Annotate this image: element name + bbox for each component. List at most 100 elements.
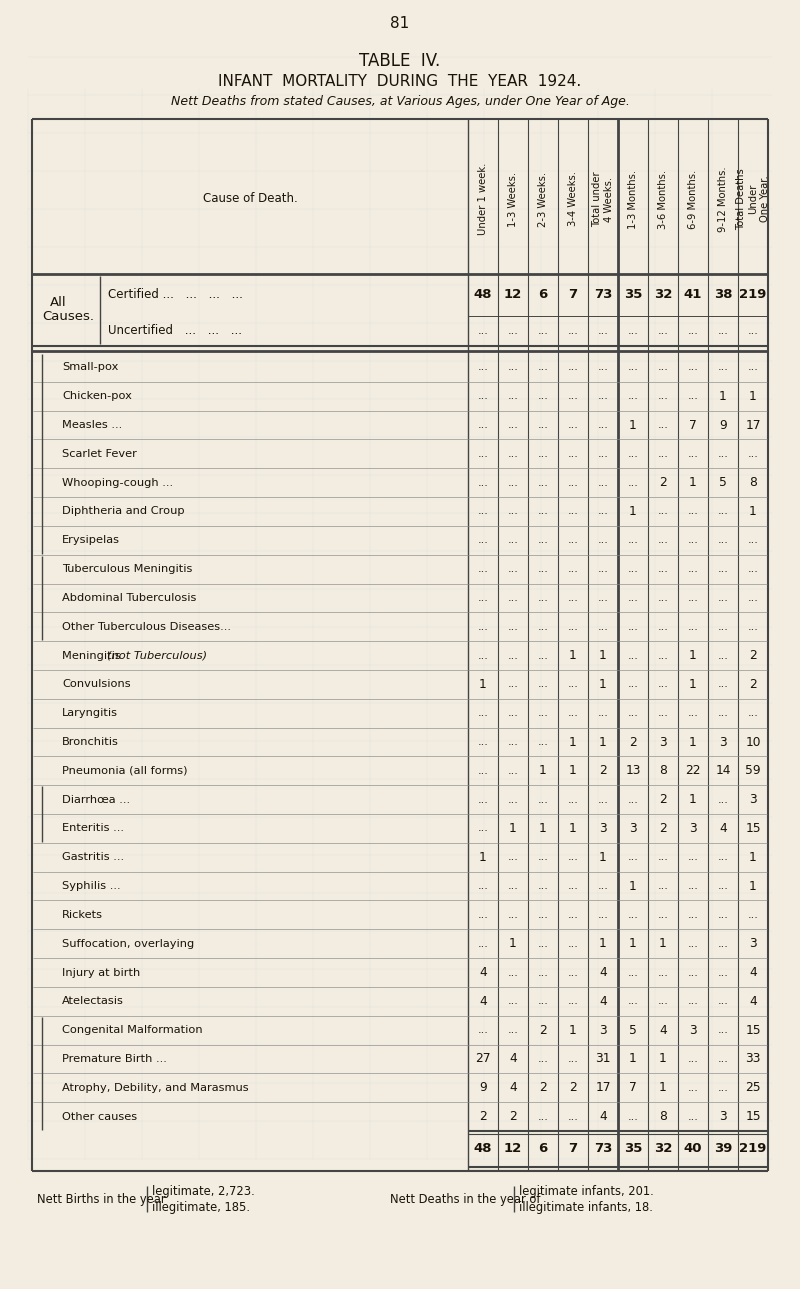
Text: ...: ... — [538, 794, 549, 804]
Text: ...: ... — [687, 362, 698, 373]
Text: 1-3 Weeks.: 1-3 Weeks. — [508, 171, 518, 227]
Text: ...: ... — [687, 621, 698, 632]
Text: ...: ... — [718, 679, 729, 690]
Text: ...: ... — [658, 968, 669, 977]
Text: 1: 1 — [659, 937, 667, 950]
Text: ...: ... — [478, 392, 489, 401]
Text: ...: ... — [658, 996, 669, 1007]
Text: 4: 4 — [659, 1023, 667, 1036]
Text: 15: 15 — [745, 1023, 761, 1036]
Text: 35: 35 — [624, 289, 642, 302]
Text: ...: ... — [687, 326, 698, 336]
Text: ...: ... — [718, 852, 729, 862]
Text: ...: ... — [538, 679, 549, 690]
Text: ...: ... — [538, 737, 549, 748]
Text: ...: ... — [627, 478, 638, 487]
Text: 17: 17 — [595, 1081, 610, 1094]
Text: ...: ... — [507, 708, 518, 718]
Text: 15: 15 — [745, 1110, 761, 1123]
Text: 1: 1 — [539, 764, 547, 777]
Text: 40: 40 — [684, 1142, 702, 1155]
Text: ...: ... — [507, 766, 518, 776]
Text: Nett Deaths from stated Causes, at Various Ages, under One Year of Age.: Nett Deaths from stated Causes, at Vario… — [170, 94, 630, 107]
Text: ...: ... — [507, 996, 518, 1007]
Text: 8: 8 — [659, 764, 667, 777]
Text: Chicken-pox: Chicken-pox — [62, 392, 132, 401]
Text: 1: 1 — [569, 764, 577, 777]
Text: 17: 17 — [746, 419, 761, 432]
Text: ...: ... — [627, 708, 638, 718]
Text: ...: ... — [658, 852, 669, 862]
Text: 41: 41 — [684, 289, 702, 302]
Text: illegitimate infants, 18.: illegitimate infants, 18. — [518, 1200, 653, 1213]
Text: ...: ... — [567, 449, 578, 459]
Text: ...: ... — [687, 507, 698, 517]
Text: 2: 2 — [539, 1023, 547, 1036]
Text: 3: 3 — [599, 822, 607, 835]
Text: 1: 1 — [689, 736, 697, 749]
Text: ...: ... — [687, 1111, 698, 1121]
Text: ...: ... — [538, 852, 549, 862]
Text: ...: ... — [627, 996, 638, 1007]
Text: 1: 1 — [689, 476, 697, 489]
Text: 8: 8 — [659, 1110, 667, 1123]
Text: ...: ... — [658, 651, 669, 660]
Text: ...: ... — [718, 1025, 729, 1035]
Text: ...: ... — [718, 507, 729, 517]
Text: 4: 4 — [479, 965, 487, 980]
Text: Bronchitis: Bronchitis — [62, 737, 119, 748]
Text: ...: ... — [478, 621, 489, 632]
Text: ...: ... — [687, 1083, 698, 1093]
Text: ...: ... — [567, 565, 578, 574]
Text: 2: 2 — [629, 736, 637, 749]
Text: 1: 1 — [479, 851, 487, 864]
Text: 6: 6 — [538, 289, 548, 302]
Text: ...: ... — [507, 535, 518, 545]
Text: ...: ... — [627, 910, 638, 920]
Text: ...: ... — [747, 362, 758, 373]
Text: ...: ... — [538, 392, 549, 401]
Text: 1: 1 — [749, 879, 757, 892]
Text: 81: 81 — [390, 17, 410, 31]
Text: 4: 4 — [719, 822, 727, 835]
Text: ...: ... — [627, 362, 638, 373]
Text: ...: ... — [507, 882, 518, 891]
Text: ...: ... — [507, 852, 518, 862]
Text: 1: 1 — [659, 1052, 667, 1066]
Text: ...: ... — [538, 708, 549, 718]
Text: 1: 1 — [569, 822, 577, 835]
Text: ...: ... — [567, 794, 578, 804]
Text: 14: 14 — [715, 764, 730, 777]
Text: ...: ... — [718, 593, 729, 603]
Text: ...: ... — [567, 996, 578, 1007]
Text: ...: ... — [507, 621, 518, 632]
Text: legitimate, 2,723.: legitimate, 2,723. — [152, 1185, 254, 1197]
Text: 7: 7 — [569, 1142, 578, 1155]
Text: 5: 5 — [629, 1023, 637, 1036]
Text: ...: ... — [627, 968, 638, 977]
Text: ...: ... — [718, 794, 729, 804]
Text: 1: 1 — [479, 678, 487, 691]
Text: Syphilis ...: Syphilis ... — [62, 882, 121, 891]
Text: ...: ... — [627, 593, 638, 603]
Text: ...: ... — [507, 326, 518, 336]
Text: 1: 1 — [689, 650, 697, 663]
Text: 3: 3 — [749, 793, 757, 806]
Text: Small-pox: Small-pox — [62, 362, 118, 373]
Text: ...: ... — [627, 679, 638, 690]
Text: ...: ... — [718, 621, 729, 632]
Text: 1: 1 — [629, 1052, 637, 1066]
Text: ...: ... — [567, 420, 578, 431]
Text: TABLE  IV.: TABLE IV. — [359, 52, 441, 70]
Text: ...: ... — [507, 392, 518, 401]
Text: ...: ... — [478, 478, 489, 487]
Text: 3-6 Months.: 3-6 Months. — [658, 169, 668, 228]
Text: 38: 38 — [714, 289, 732, 302]
Text: ...: ... — [598, 621, 609, 632]
Text: ...: ... — [687, 938, 698, 949]
Text: 3: 3 — [599, 1023, 607, 1036]
Text: Suffocation, overlaying: Suffocation, overlaying — [62, 938, 194, 949]
Text: ...: ... — [478, 910, 489, 920]
Text: 2: 2 — [659, 476, 667, 489]
Text: ...: ... — [567, 679, 578, 690]
